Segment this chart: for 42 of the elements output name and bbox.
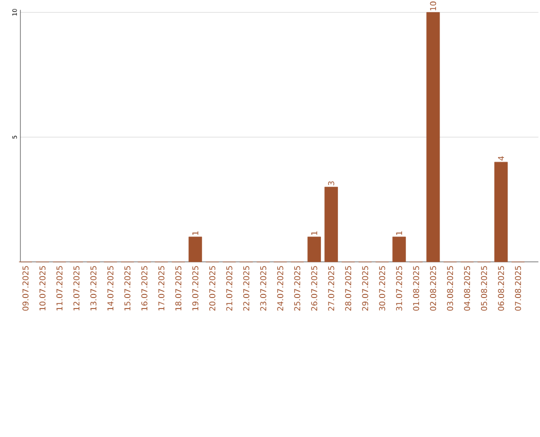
x-tick-label: 28.07.2025 (345, 266, 352, 311)
x-tick-label: 16.07.2025 (141, 266, 148, 311)
bar (308, 236, 321, 262)
x-tick-label: 01.08.2025 (413, 266, 420, 311)
data-label: 1 (192, 232, 198, 236)
x-tick-label: 14.07.2025 (107, 266, 114, 311)
x-tick-label: 24.07.2025 (277, 266, 284, 311)
bar (392, 236, 406, 262)
x-tick-label: 19.07.2025 (192, 266, 198, 311)
x-tick-label: 17.07.2025 (158, 266, 164, 311)
x-tick-label: 11.07.2025 (56, 266, 62, 311)
x-tick-label: 06.08.2025 (498, 266, 504, 311)
x-tick-label: 12.07.2025 (73, 266, 80, 311)
x-tick-label: 30.07.2025 (379, 266, 386, 311)
bar (494, 162, 508, 262)
x-tick-label: 27.07.2025 (328, 266, 334, 311)
x-tick-label: 26.07.2025 (311, 266, 318, 311)
x-tick-label: 29.07.2025 (362, 266, 368, 311)
x-tick-label: 03.08.2025 (447, 266, 454, 311)
x-tick-label: 09.07.2025 (22, 266, 29, 311)
x-tick-label: 22.07.2025 (243, 266, 250, 311)
x-tick-label: 31.07.2025 (396, 266, 402, 311)
x-tick-label: 21.07.2025 (226, 266, 232, 311)
bar (324, 187, 338, 262)
x-tick-label: 05.08.2025 (481, 266, 488, 311)
x-tick-label: 18.07.2025 (175, 266, 182, 311)
x-tick-label: 23.07.2025 (260, 266, 266, 311)
x-tick-label: 10.07.2025 (39, 266, 46, 311)
bar (188, 236, 202, 262)
x-tick-label: 25.07.2025 (294, 266, 300, 311)
data-label: 4 (498, 156, 504, 161)
x-tick-label: 20.07.2025 (209, 266, 216, 311)
data-label: 1 (311, 232, 318, 236)
x-tick-label: 15.07.2025 (124, 266, 130, 311)
data-label: 1 (396, 232, 402, 236)
x-tick-label: 13.07.2025 (90, 266, 96, 311)
x-tick-label: 07.08.2025 (514, 266, 522, 311)
x-tick-label: 04.08.2025 (464, 266, 470, 311)
data-label: 3 (328, 182, 334, 186)
data-label: 10 (430, 2, 436, 11)
bar (426, 12, 440, 262)
x-tick-label: 02.08.2025 (430, 266, 436, 311)
